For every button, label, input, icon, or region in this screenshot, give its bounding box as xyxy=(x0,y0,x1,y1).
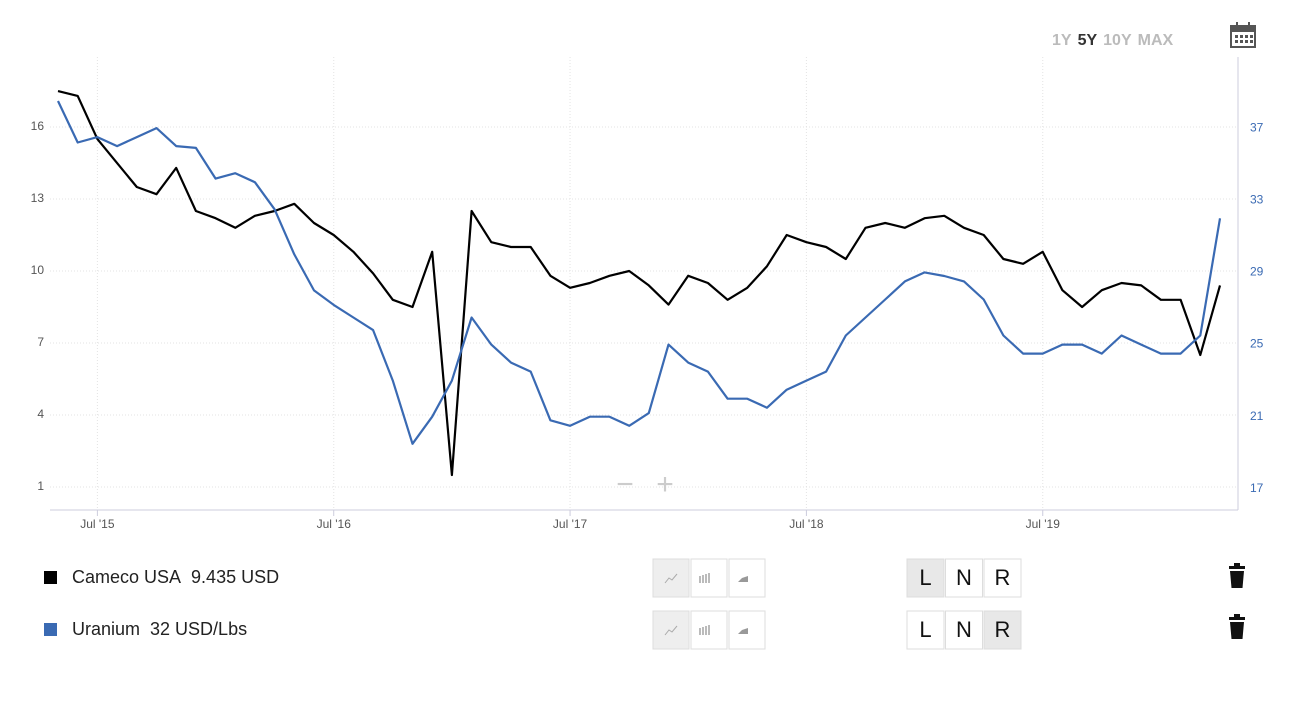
area-icon xyxy=(738,576,748,582)
x-tick-label: Jul '15 xyxy=(80,517,115,531)
axis-button-label: N xyxy=(956,617,972,642)
y-tick-label: 1 xyxy=(37,479,44,493)
axis-button[interactable] xyxy=(906,610,945,650)
line-icon xyxy=(664,625,678,636)
line-icon xyxy=(664,573,678,584)
y-tick-label: 13 xyxy=(31,191,45,205)
legend-swatch xyxy=(44,571,57,584)
bar-icon xyxy=(708,625,710,635)
chart-type-button[interactable] xyxy=(652,558,690,598)
calendar-icon[interactable] xyxy=(1230,22,1256,48)
x-tick-label: Jul '16 xyxy=(317,517,352,531)
series-line xyxy=(57,100,1222,445)
axis-button[interactable] xyxy=(906,558,945,598)
bar-icon xyxy=(708,573,710,583)
axis-button[interactable] xyxy=(945,558,983,598)
y-tick-label: 4 xyxy=(37,407,44,421)
area-icon xyxy=(738,628,748,634)
axis-button[interactable] xyxy=(983,610,1022,650)
bar-icon xyxy=(705,626,707,635)
range-button[interactable]: 10Y xyxy=(1103,32,1132,49)
bar-icon xyxy=(705,574,707,583)
x-tick-label: Jul '19 xyxy=(1026,517,1061,531)
chart-type-button[interactable] xyxy=(652,610,690,650)
legend-value: 32 USD/Lbs xyxy=(150,619,247,639)
bar-icon xyxy=(699,628,701,635)
axis-button[interactable] xyxy=(945,610,983,650)
bar-icon xyxy=(702,627,704,635)
legend-swatch xyxy=(44,623,57,636)
legend-name: Uranium xyxy=(72,619,140,639)
bar-icon xyxy=(702,575,704,583)
y2-tick-label: 33 xyxy=(1250,192,1264,206)
y-tick-label: 10 xyxy=(31,263,45,277)
x-tick-label: Jul '17 xyxy=(553,517,588,531)
delete-icon[interactable] xyxy=(1229,614,1245,639)
y2-tick-label: 37 xyxy=(1250,120,1264,134)
bar-icon xyxy=(699,576,701,583)
y-tick-label: 16 xyxy=(31,119,45,133)
zoom-button[interactable]: − xyxy=(616,468,634,501)
axis-button[interactable] xyxy=(983,558,1022,598)
y2-tick-label: 17 xyxy=(1250,481,1264,495)
series-line xyxy=(57,90,1222,477)
y-tick-label: 7 xyxy=(37,335,44,349)
y2-tick-label: 25 xyxy=(1250,337,1264,351)
x-tick-label: Jul '18 xyxy=(789,517,824,531)
legend-name: Cameco USA xyxy=(72,567,181,587)
zoom-button[interactable]: + xyxy=(656,468,674,501)
axis-button-label: R xyxy=(995,617,1011,642)
axis-button-label: N xyxy=(956,565,972,590)
range-button[interactable]: 5Y xyxy=(1078,32,1098,49)
axis-button-label: L xyxy=(919,565,931,590)
axis-button-label: R xyxy=(995,565,1011,590)
range-button[interactable]: MAX xyxy=(1138,32,1174,49)
y2-tick-label: 21 xyxy=(1250,409,1264,423)
legend-value: 9.435 USD xyxy=(191,567,279,587)
y2-tick-label: 29 xyxy=(1250,265,1264,279)
axis-button-label: L xyxy=(919,617,931,642)
delete-icon[interactable] xyxy=(1229,563,1245,588)
range-button[interactable]: 1Y xyxy=(1052,32,1072,49)
